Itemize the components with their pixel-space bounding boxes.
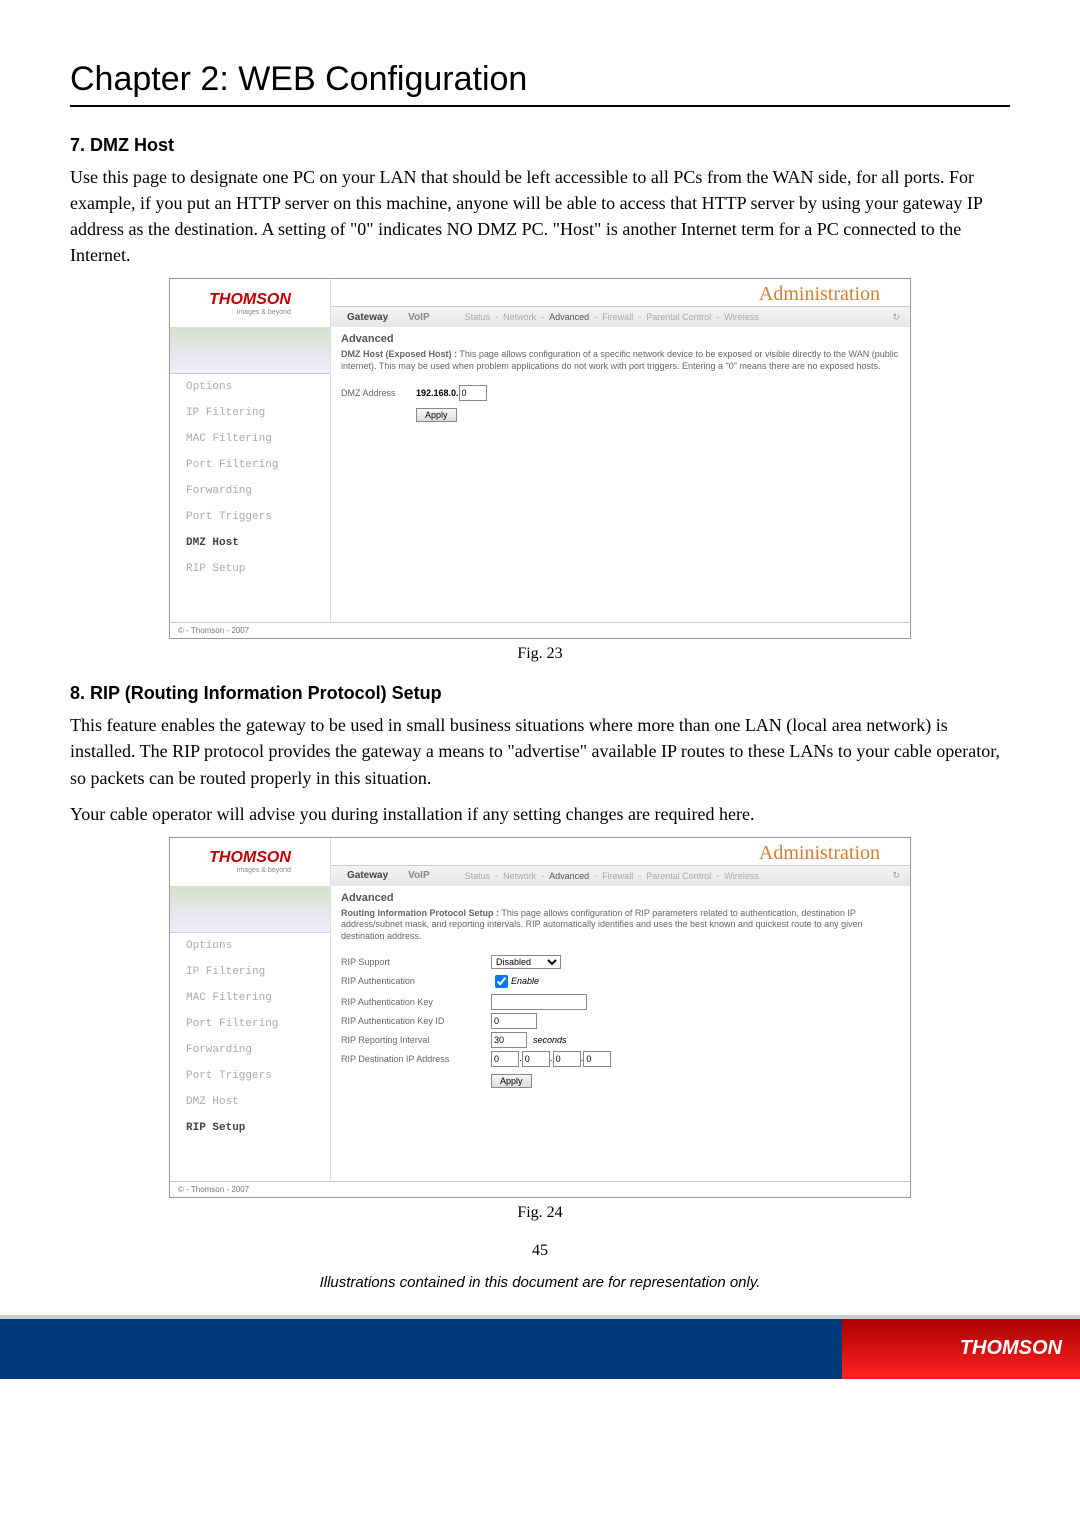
disclaimer: Illustrations contained in this document…	[70, 1274, 1010, 1291]
rip-interval-input[interactable]	[491, 1032, 527, 1048]
sidebar: Options IP Filtering MAC Filtering Port …	[170, 886, 331, 1181]
sidebar-options[interactable]: Options	[170, 374, 330, 400]
rip-key-input[interactable]	[491, 994, 587, 1010]
subtab-status[interactable]: Status	[465, 312, 491, 322]
subtab-wireless[interactable]: Wireless	[724, 312, 759, 322]
rip-interval-label: RIP Reporting Interval	[341, 1035, 491, 1045]
sidebar-mac[interactable]: MAC Filtering	[170, 426, 330, 452]
rip-support-select[interactable]: Disabled	[491, 955, 561, 969]
footer-red: THOMSON	[842, 1319, 1080, 1379]
rip-key-label: RIP Authentication Key	[341, 997, 491, 1007]
brand-text: THOMSON	[209, 849, 291, 866]
admin-title: Administration	[331, 838, 910, 865]
subtab-advanced[interactable]: Advanced	[549, 312, 589, 322]
sidebar-ip[interactable]: IP Filtering	[170, 400, 330, 426]
brand-sub: images & beyond	[209, 867, 291, 874]
page-number: 45	[70, 1242, 1010, 1260]
rip-screenshot: THOMSON images & beyond Administration G…	[169, 837, 911, 1198]
rip-enable-label: Enable	[511, 976, 539, 986]
dmz-apply-button[interactable]: Apply	[416, 408, 457, 422]
subtab-network[interactable]: Network	[503, 312, 536, 322]
dmz-screenshot: THOMSON images & beyond Administration G…	[169, 278, 911, 639]
sidebar-trig[interactable]: Port Triggers	[170, 504, 330, 530]
fig24-caption: Fig. 24	[70, 1204, 1010, 1222]
content-heading: Advanced	[341, 333, 900, 345]
page-footer: THOMSON	[0, 1319, 1080, 1379]
rip-description: Routing Information Protocol Setup : Thi…	[341, 908, 900, 943]
subtab-parental[interactable]: Parental Control	[646, 312, 711, 322]
brand-logo: THOMSON images & beyond	[170, 279, 331, 327]
subtab-network[interactable]: Network	[503, 871, 536, 881]
sidebar-image	[170, 327, 330, 374]
section7-body: Use this page to designate one PC on you…	[70, 164, 1010, 268]
sidebar: Options IP Filtering MAC Filtering Port …	[170, 327, 331, 622]
subtab-parental[interactable]: Parental Control	[646, 871, 711, 881]
sidebar-rip[interactable]: RIP Setup	[170, 556, 330, 582]
rip-seconds-label: seconds	[533, 1035, 567, 1045]
subtabs: Status- Network- Advanced- Firewall- Par…	[440, 870, 910, 881]
fig23-caption: Fig. 23	[70, 645, 1010, 663]
section7-heading: 7. DMZ Host	[70, 135, 1010, 156]
sidebar-fwd[interactable]: Forwarding	[170, 1037, 330, 1063]
dmz-addr-label: DMZ Address	[341, 388, 416, 398]
dmz-description: DMZ Host (Exposed Host) : This page allo…	[341, 349, 900, 372]
footer-blue	[0, 1319, 842, 1379]
dmz-addr-input[interactable]	[459, 385, 487, 401]
rip-desc-bold: Routing Information Protocol Setup :	[341, 908, 499, 918]
sidebar-port[interactable]: Port Filtering	[170, 452, 330, 478]
sidebar-ip[interactable]: IP Filtering	[170, 959, 330, 985]
refresh-icon[interactable]: ↻	[892, 312, 900, 323]
section8-body2: Your cable operator will advise you duri…	[70, 801, 1010, 827]
ui-footer: © - Thomson - 2007	[170, 622, 910, 638]
sidebar-port[interactable]: Port Filtering	[170, 1011, 330, 1037]
subtab-firewall[interactable]: Firewall	[602, 312, 633, 322]
sidebar-fwd[interactable]: Forwarding	[170, 478, 330, 504]
tab-gateway[interactable]: Gateway	[337, 870, 398, 881]
content-heading: Advanced	[341, 892, 900, 904]
tab-gateway[interactable]: Gateway	[337, 312, 398, 323]
rip-keyid-input[interactable]	[491, 1013, 537, 1029]
sidebar-rip[interactable]: RIP Setup	[170, 1115, 330, 1141]
chapter-title: Chapter 2: WEB Configuration	[70, 60, 1010, 99]
dmz-addr-prefix: 192.168.0.	[416, 388, 459, 398]
rip-dest-oct1[interactable]	[491, 1051, 519, 1067]
brand-sub: images & beyond	[209, 309, 291, 316]
ui-footer: © - Thomson - 2007	[170, 1181, 910, 1197]
tab-voip[interactable]: VoIP	[398, 312, 439, 323]
rip-dest-oct4[interactable]	[583, 1051, 611, 1067]
rip-apply-button[interactable]: Apply	[491, 1074, 532, 1088]
sidebar-dmz[interactable]: DMZ Host	[170, 1089, 330, 1115]
rip-enable-checkbox[interactable]	[495, 975, 508, 988]
rip-keyid-label: RIP Authentication Key ID	[341, 1016, 491, 1026]
rip-dest-label: RIP Destination IP Address	[341, 1054, 491, 1064]
brand-logo: THOMSON images & beyond	[170, 838, 331, 886]
rip-dest-oct3[interactable]	[553, 1051, 581, 1067]
heading-underline	[70, 105, 1010, 107]
rip-dest-oct2[interactable]	[522, 1051, 550, 1067]
sidebar-trig[interactable]: Port Triggers	[170, 1063, 330, 1089]
subtab-wireless[interactable]: Wireless	[724, 871, 759, 881]
sidebar-dmz[interactable]: DMZ Host	[170, 530, 330, 556]
sidebar-image	[170, 886, 330, 933]
section8-body1: This feature enables the gateway to be u…	[70, 712, 1010, 790]
dmz-desc-bold: DMZ Host (Exposed Host) :	[341, 349, 457, 359]
section8-heading: 8. RIP (Routing Information Protocol) Se…	[70, 683, 1010, 704]
subtab-advanced[interactable]: Advanced	[549, 871, 589, 881]
refresh-icon[interactable]: ↻	[892, 870, 900, 881]
sidebar-mac[interactable]: MAC Filtering	[170, 985, 330, 1011]
footer-brand: THOMSON	[960, 1337, 1062, 1360]
rip-support-label: RIP Support	[341, 957, 491, 967]
subtab-status[interactable]: Status	[465, 871, 491, 881]
tab-voip[interactable]: VoIP	[398, 870, 439, 881]
admin-title: Administration	[331, 279, 910, 306]
rip-auth-label: RIP Authentication	[341, 976, 491, 986]
subtab-firewall[interactable]: Firewall	[602, 871, 633, 881]
sidebar-options[interactable]: Options	[170, 933, 330, 959]
brand-text: THOMSON	[209, 291, 291, 308]
subtabs: Status- Network- Advanced- Firewall- Par…	[440, 312, 910, 323]
